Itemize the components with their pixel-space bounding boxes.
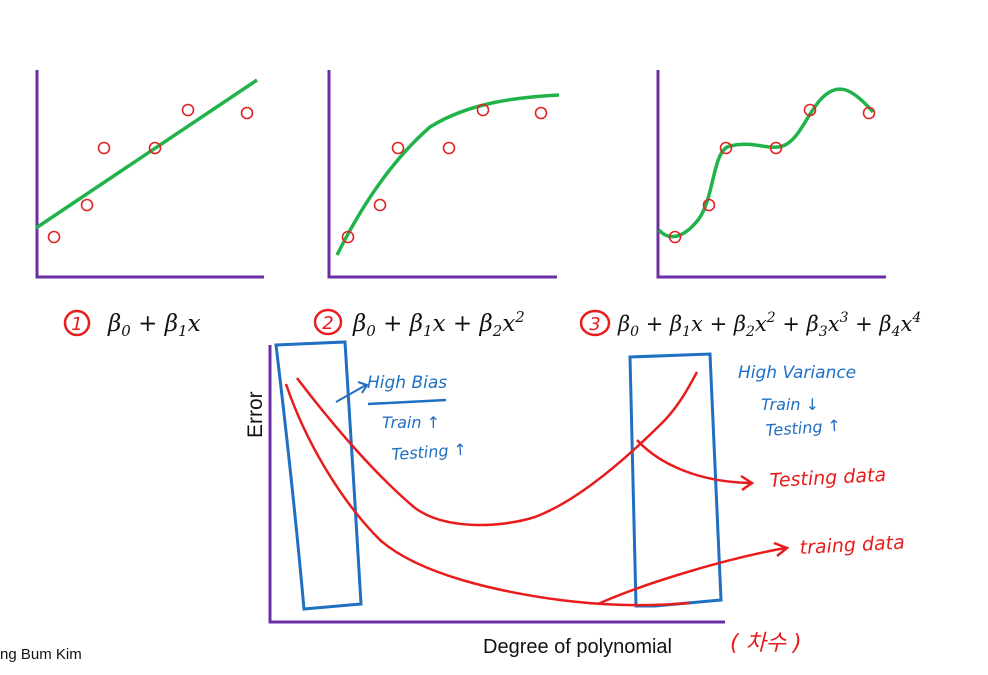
training-arrow — [597, 541, 790, 606]
training-error-curve — [284, 383, 691, 607]
plot-2-point — [341, 230, 355, 244]
plot-2-point — [534, 106, 548, 120]
y-axis-label: Error — [244, 391, 267, 438]
plot-3-point — [769, 141, 783, 155]
plot-2 — [327, 70, 560, 279]
formula-labels: 1 β0 + β1x 2 β0 + β1x + β2x2 3 β0 + β1x … — [63, 308, 921, 340]
plot-1-point — [181, 103, 195, 117]
high-bias-title: High Bias — [367, 373, 447, 393]
plot-2-point — [373, 198, 387, 212]
formula-3-text: β0 + β1x + β2x2 + β3x3 + β4x4 — [617, 310, 921, 340]
error-chart-axes — [268, 345, 725, 624]
number-circle-1 — [63, 309, 91, 337]
plot-3-point — [803, 103, 817, 117]
plot-3-point — [702, 198, 716, 212]
plot-3-point — [668, 230, 682, 244]
author-credit: ng Bum Kim — [0, 646, 82, 663]
formula-3: 3 β0 + β1x + β2x2 + β3x3 + β4x4 — [579, 309, 921, 340]
number-circle-2 — [313, 308, 343, 336]
high-bias-testing: Testing ↑ — [391, 440, 468, 464]
plot-2-fit-curve — [335, 93, 560, 256]
plot-1-point — [97, 141, 111, 155]
plot-2-point — [442, 141, 456, 155]
plot-3-fit-curve — [657, 87, 875, 239]
testing-arrow — [636, 439, 755, 492]
plot-1-point — [80, 198, 94, 212]
number-3: 3 — [589, 314, 600, 335]
number-1: 1 — [71, 314, 82, 335]
plot-1-point — [47, 230, 61, 244]
x-axis-label-note: ( 차수 ) — [730, 631, 802, 656]
plot-2-point — [476, 103, 490, 117]
testing-data-label: Testing data — [769, 464, 887, 492]
high-bias-box — [274, 340, 363, 611]
testing-error-curve — [296, 371, 699, 527]
number-2: 2 — [322, 313, 333, 334]
error-chart: Error High Bias Train ↑ Testing ↑ High V… — [244, 340, 905, 658]
plot-1-fit-line — [35, 78, 258, 230]
plot-2-point — [391, 141, 405, 155]
plot-3-point — [719, 141, 733, 155]
plot-1 — [35, 70, 264, 279]
plot-3-axes — [656, 70, 886, 279]
formula-2: 2 β0 + β1x + β2x2 — [313, 308, 525, 340]
training-data-label: traing data — [799, 532, 905, 559]
high-bias-train: Train ↑ — [382, 413, 440, 432]
bias-pointer-arrow — [335, 381, 369, 403]
formula-1: 1 β0 + β1x — [63, 309, 201, 340]
number-circle-3 — [579, 309, 611, 337]
plot-1-point — [240, 106, 254, 120]
x-axis-label: Degree of polynomial — [483, 636, 672, 658]
formula-2-text: β0 + β1x + β2x2 — [352, 308, 525, 340]
high-variance-testing: Testing ↑ — [765, 416, 842, 440]
plot-2-axes — [327, 70, 557, 279]
plot-3-point — [862, 106, 876, 120]
plot-1-point — [148, 141, 162, 155]
high-bias-underline — [367, 398, 447, 406]
high-variance-title: High Variance — [738, 363, 856, 383]
plot-1-axes — [35, 70, 264, 279]
formula-1-text: β0 + β1x — [107, 311, 201, 340]
plot-3 — [656, 70, 886, 279]
high-variance-box — [628, 352, 723, 608]
high-variance-train: Train ↓ — [761, 395, 819, 414]
